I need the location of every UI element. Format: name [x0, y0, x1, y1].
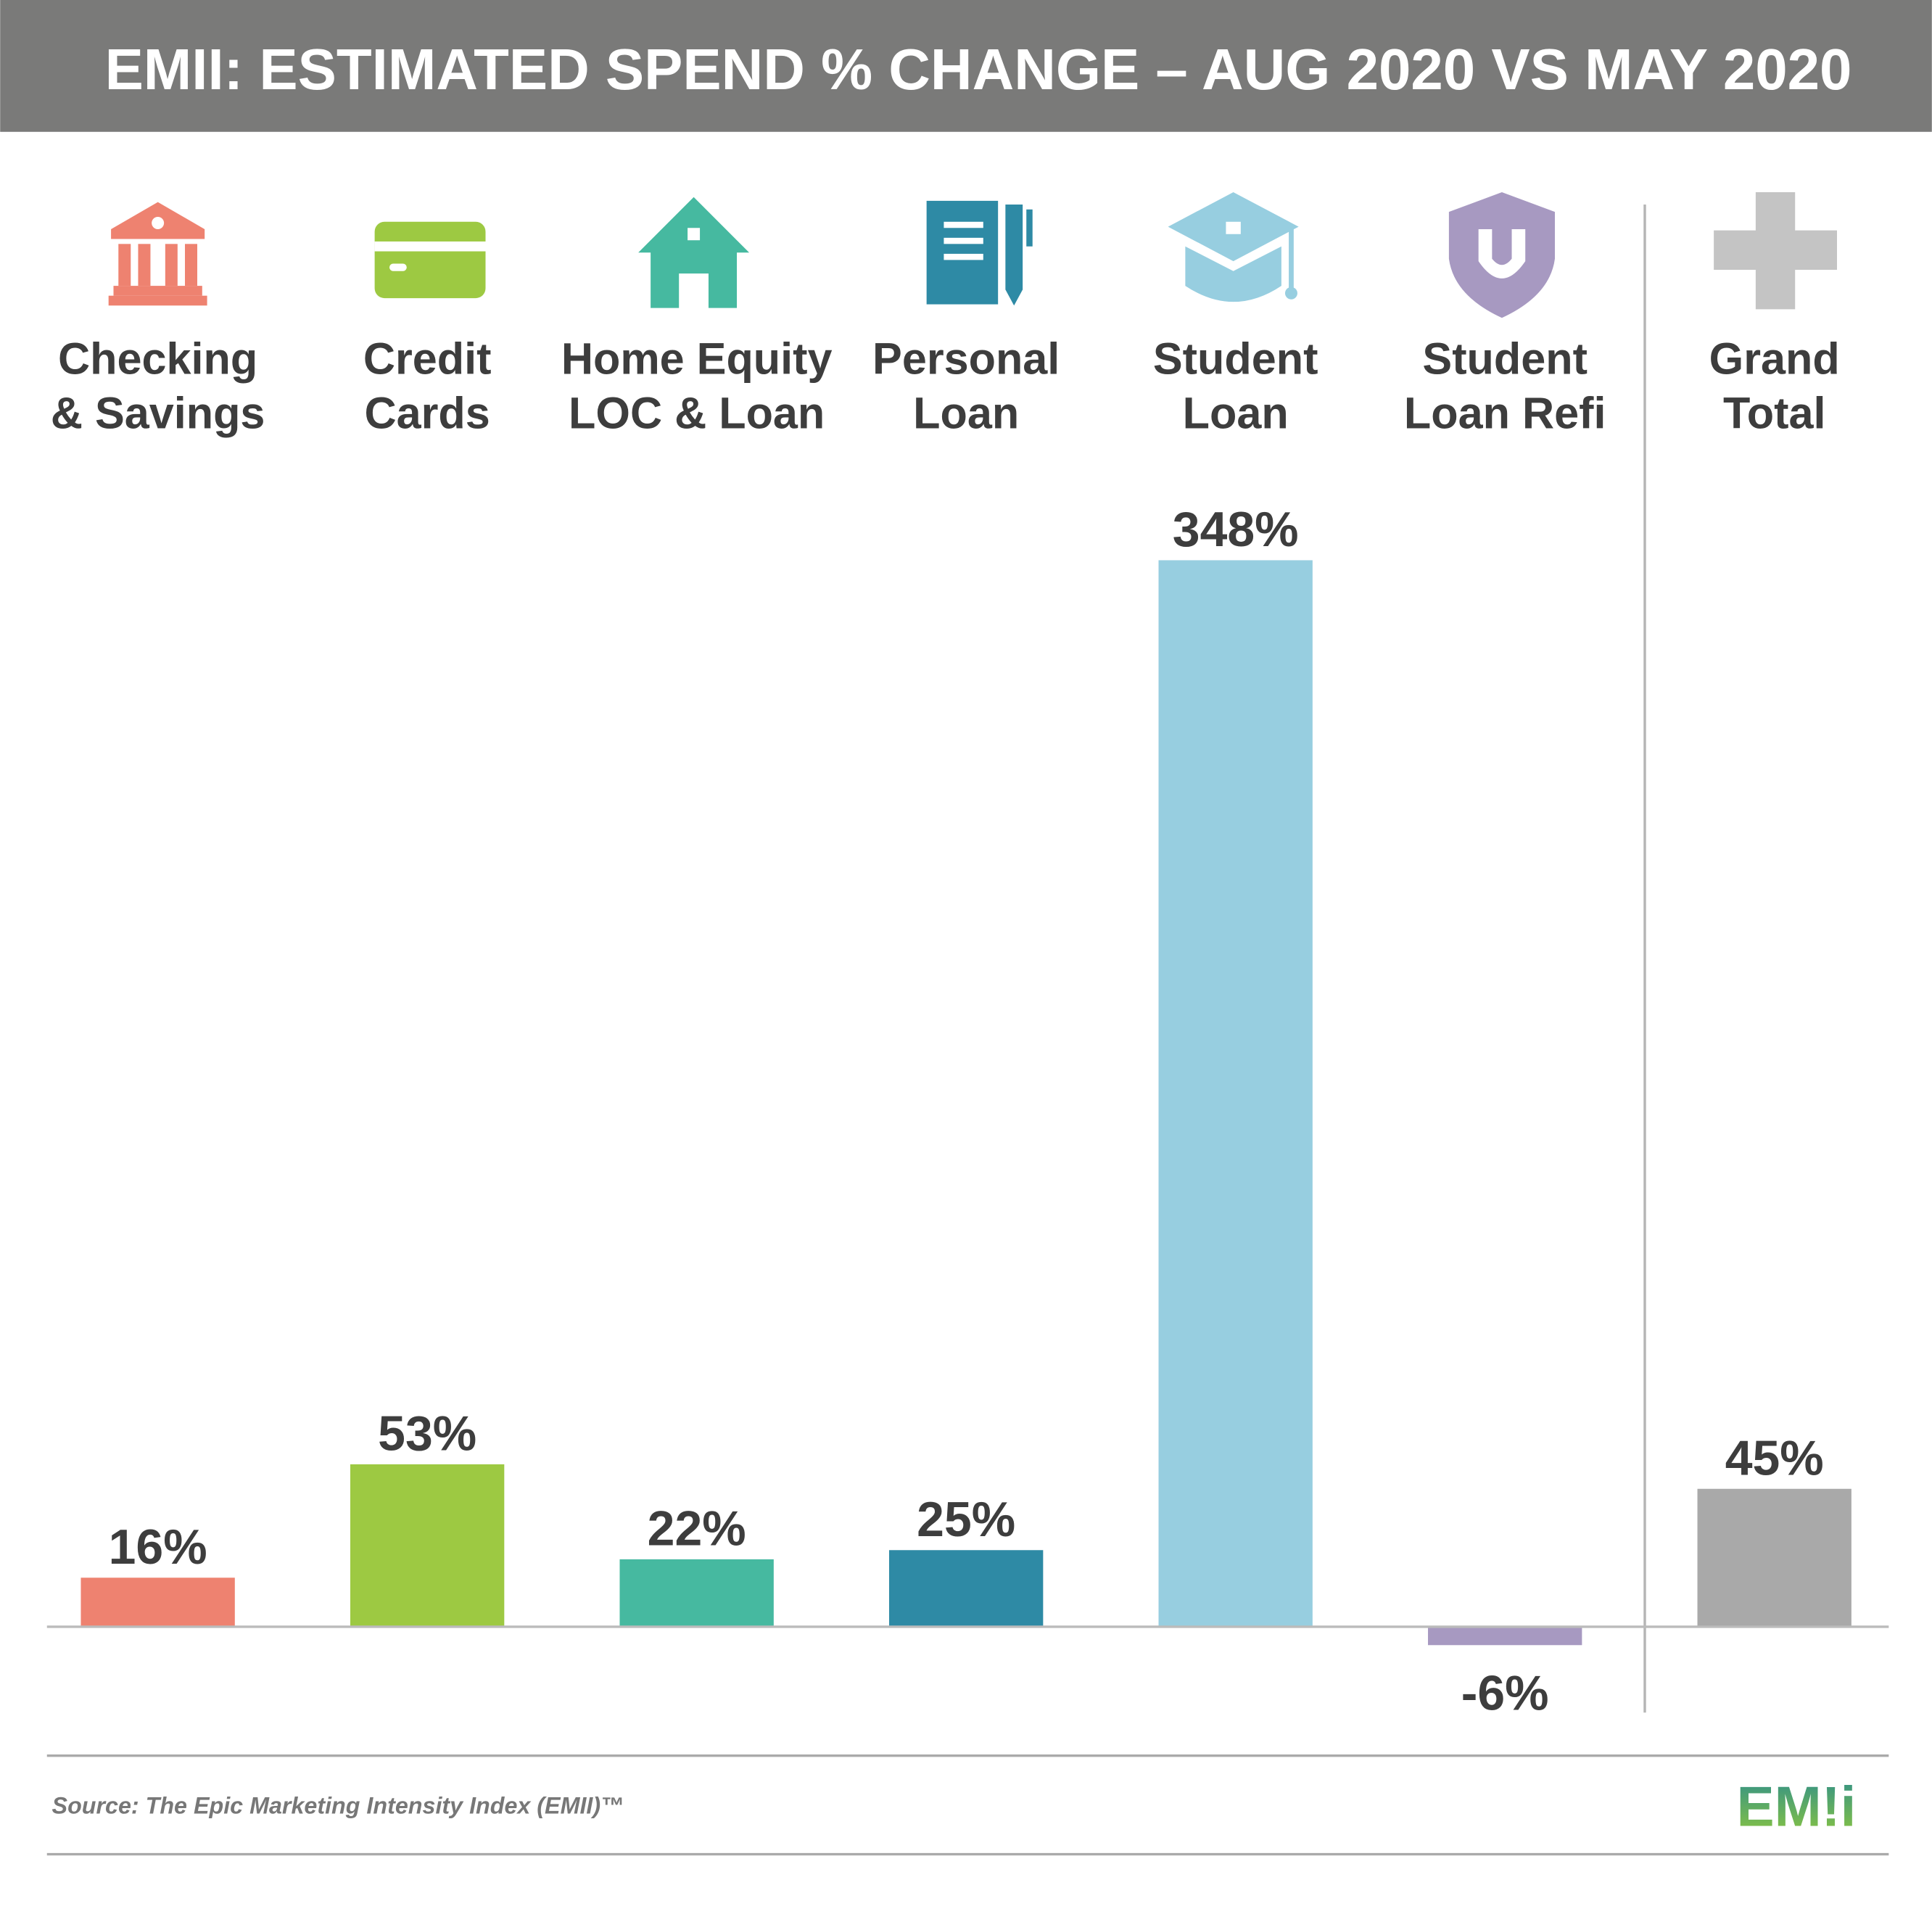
icon-shield: [1448, 192, 1555, 318]
value-label: 348%: [1173, 502, 1299, 557]
category-label: Checking: [58, 334, 257, 384]
category-label: Student: [1422, 334, 1588, 384]
value-label: 25%: [917, 1492, 1015, 1547]
title-bar: [0, 0, 1932, 132]
bar: [1697, 1488, 1852, 1627]
category-label: & Savings: [51, 388, 265, 437]
value-label: 45%: [1725, 1430, 1824, 1485]
category-label: Credit: [363, 334, 492, 384]
value-label: -6%: [1461, 1666, 1549, 1721]
logo: EM!i: [1736, 1775, 1856, 1839]
category-label: Total: [1723, 388, 1826, 437]
bar: [80, 1577, 235, 1627]
bar: [619, 1559, 774, 1627]
category-label: Personal: [872, 334, 1060, 384]
category-label: Home Equity: [561, 334, 833, 384]
value-label: 22%: [648, 1501, 746, 1556]
icon-bank: [108, 202, 207, 306]
bar: [350, 1464, 505, 1627]
source-note: Source: The Epic Marketing Intensity Ind…: [52, 1793, 624, 1819]
icon-house: [638, 197, 750, 308]
icon-cap: [1168, 192, 1299, 302]
icon-card: [374, 221, 486, 299]
category-label: Loan: [913, 388, 1019, 437]
chart-title: EMII: ESTIMATED SPEND % CHANGE – AUG 202…: [105, 37, 1852, 102]
value-label: 53%: [378, 1406, 476, 1461]
category-label: Loan Refi: [1404, 388, 1606, 437]
category-label: Loan: [1183, 388, 1289, 437]
category-label: Student: [1153, 334, 1318, 384]
icons: [108, 192, 1837, 318]
category-label: Cards: [364, 388, 490, 437]
icon-plus: [1714, 192, 1837, 310]
icon-notebook: [926, 200, 1033, 306]
value-label: 16%: [109, 1519, 207, 1575]
category-label: LOC & Loan: [569, 388, 825, 437]
category-label: Grand: [1709, 334, 1840, 384]
bar: [1428, 1626, 1582, 1646]
bar: [1158, 560, 1313, 1627]
bar: [889, 1550, 1044, 1627]
